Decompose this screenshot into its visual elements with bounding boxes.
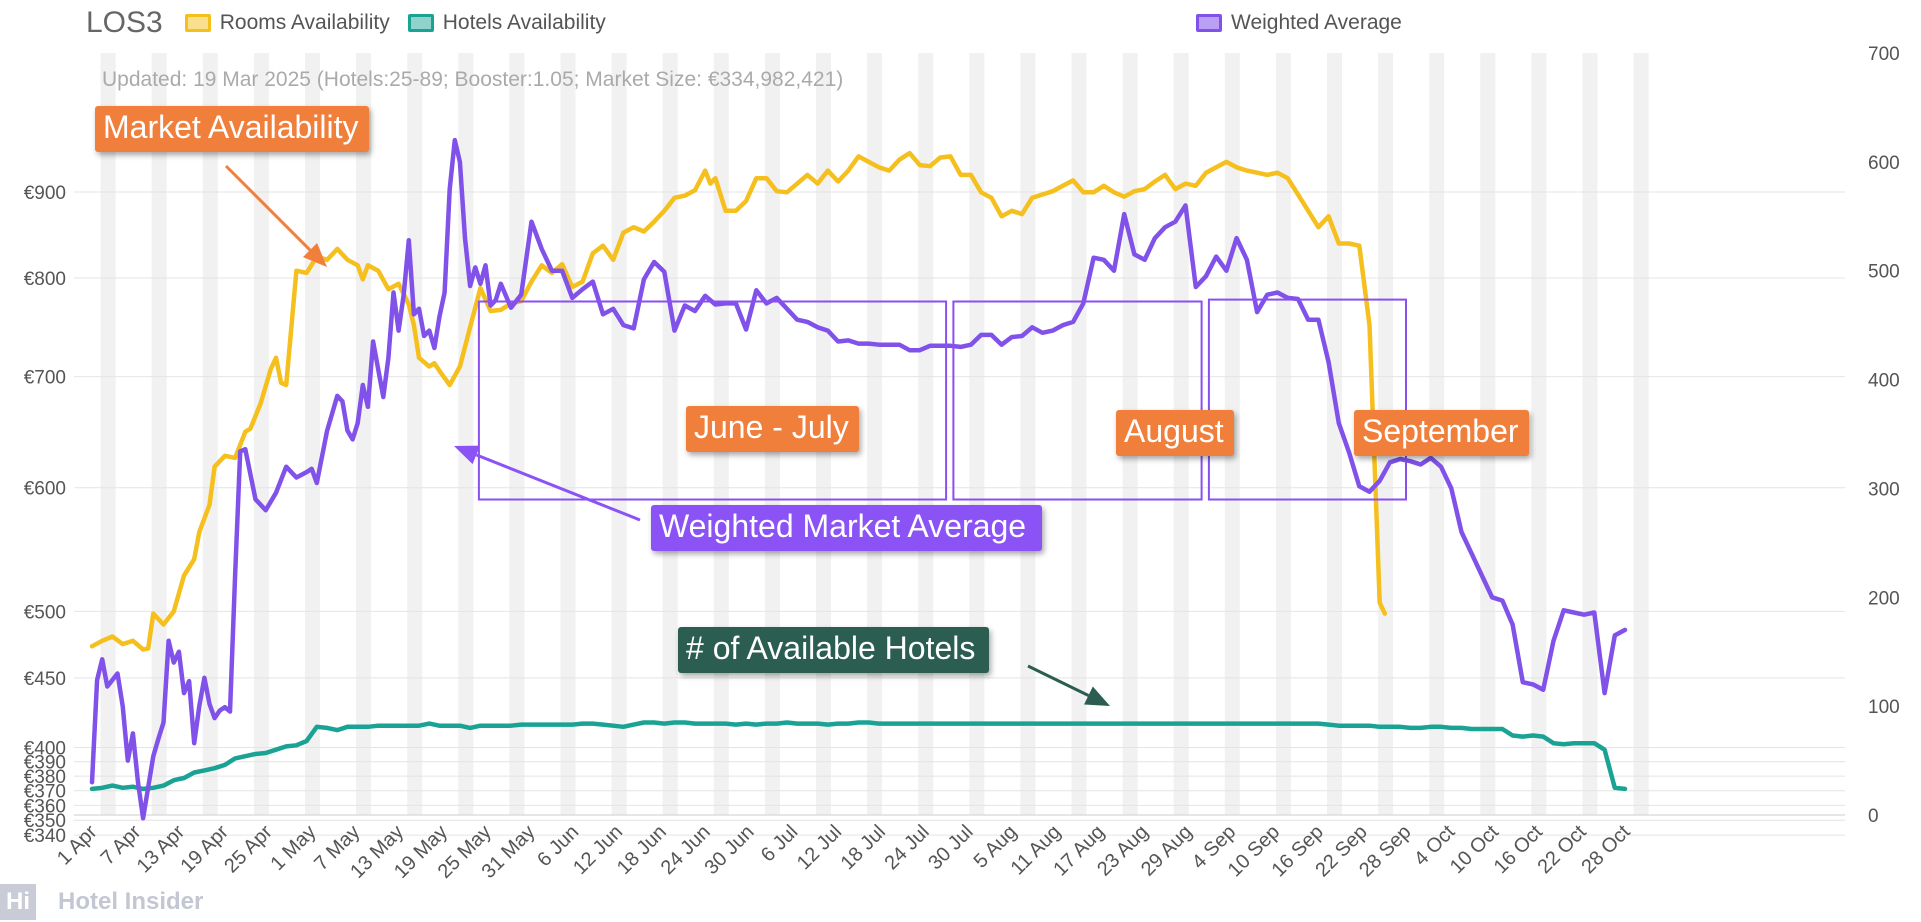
left-tick-label: €400	[24, 738, 66, 759]
week-band	[1582, 53, 1598, 815]
week-band	[1633, 53, 1649, 815]
week-band	[1071, 53, 1087, 815]
week-band	[509, 53, 525, 815]
series-line-rooms-availability	[89, 150, 1388, 652]
x-tick-label: 1 May	[266, 821, 320, 875]
week-band	[662, 53, 678, 815]
week-band	[1275, 53, 1291, 815]
legend-swatch-hotels	[407, 14, 434, 32]
chart-title: LOS3	[86, 6, 163, 39]
week-band	[611, 53, 627, 815]
legend-label-rooms: Rooms Availability	[219, 11, 390, 34]
left-tick-label: €700	[24, 368, 66, 389]
right-tick-label: 400	[1868, 371, 1900, 392]
week-band	[458, 53, 474, 815]
x-tick-label: 16 Oct	[1490, 821, 1548, 879]
right-tick-label: 600	[1868, 153, 1900, 174]
right-axis-ticks: 0 100 200 300 400 500 600 700	[1868, 44, 1900, 827]
right-tick-label: 0	[1868, 806, 1879, 827]
x-tick-label: 22 Oct	[1534, 821, 1592, 879]
watermark: Hi Hotel Insider	[0, 884, 203, 920]
x-tick-label: 30 Jul	[924, 821, 977, 874]
callout-market-availability: Market Availability	[95, 106, 369, 152]
left-tick-label: €340	[24, 826, 66, 847]
highlight-box	[1207, 298, 1408, 501]
left-axis-ticks: €340€350€360€370€380€390€400 €450 €500 €600…	[24, 183, 66, 847]
available-hotels-arrow-head	[1084, 686, 1110, 706]
legend-item-hotels[interactable]: Hotels Availability	[407, 11, 606, 35]
left-tick-label: €390	[24, 753, 66, 774]
x-tick-label: 28 Oct	[1577, 821, 1635, 879]
highlight-boxes	[477, 298, 1408, 501]
chart-legend-right: Weighted Average	[1196, 10, 1420, 36]
market-availability-arrow-head	[302, 242, 327, 267]
legend-label-hotels: Hotels Availability	[442, 11, 606, 34]
callout-arrows	[224, 164, 1110, 706]
left-tick-label: €350	[24, 811, 66, 832]
available-hotels-arrow-shaft	[1027, 664, 1090, 697]
x-tick-label: 12 Jul	[793, 821, 846, 874]
left-tick-label: €600	[24, 479, 66, 500]
callout-available-hotels: # of Available Hotels	[678, 627, 990, 673]
legend-item-rooms[interactable]: Rooms Availability	[184, 11, 390, 35]
callout-september: September	[1354, 410, 1529, 456]
watermark-logo: Hi	[0, 884, 36, 920]
right-tick-label: 700	[1868, 44, 1900, 65]
x-tick-label: 18 Jul	[837, 821, 890, 874]
left-tick-label: €370	[24, 782, 66, 803]
watermark-name: Hotel Insider	[58, 888, 204, 915]
callout-weighted-market-average: Weighted Market Average	[651, 505, 1043, 551]
left-tick-label: €900	[24, 183, 66, 204]
legend-label-weighted: Weighted Average	[1231, 11, 1402, 34]
x-tick-label: 13 Apr	[133, 821, 190, 878]
week-band	[407, 53, 423, 815]
left-tick-label: €380	[24, 767, 66, 788]
left-tick-label: €500	[24, 602, 66, 623]
market-availability-arrow-shaft	[224, 164, 312, 252]
legend-item-weighted[interactable]: Weighted Average	[1196, 11, 1402, 35]
weekend-bands	[100, 53, 1649, 815]
week-band	[202, 53, 218, 815]
week-band	[1531, 53, 1547, 815]
highlight-box	[477, 300, 948, 501]
weighted-average-arrow-shaft	[475, 453, 641, 522]
series-line-weighted-average	[89, 137, 1628, 821]
week-band	[253, 53, 269, 815]
week-band	[1020, 53, 1036, 815]
chart-subtitle: Updated: 19 Mar 2025 (Hotels:25-89; Boos…	[102, 68, 844, 91]
left-tick-label: €360	[24, 796, 66, 817]
week-band	[918, 53, 934, 815]
callout-august: August	[1116, 410, 1234, 456]
legend-swatch-weighted	[1196, 14, 1222, 32]
right-tick-label: 300	[1868, 479, 1900, 500]
week-band	[560, 53, 576, 815]
x-tick-label: 24 Jul	[880, 821, 933, 874]
weighted-average-arrow-head	[454, 445, 480, 465]
right-tick-label: 200	[1868, 588, 1900, 609]
highlight-box	[952, 300, 1203, 501]
callout-june-july: June - July	[686, 406, 859, 452]
series-lines	[89, 137, 1628, 821]
gridlines	[74, 191, 1845, 836]
x-tick-label: 30 Jun	[701, 821, 759, 879]
x-tick-label: 19 Apr	[176, 821, 233, 878]
series-line-hotels-availability	[89, 720, 1628, 792]
week-band	[867, 53, 883, 815]
week-band	[356, 53, 372, 815]
x-tick-label: 25 Apr	[220, 821, 277, 878]
x-tick-label: 10 Oct	[1446, 821, 1504, 879]
chart-legend: LOS3 Rooms Availability Hotels Availabil…	[86, 6, 624, 39]
left-tick-label: €800	[24, 269, 66, 290]
week-band	[305, 53, 320, 815]
legend-swatch-rooms	[184, 14, 211, 32]
right-tick-label: 500	[1868, 262, 1900, 283]
week-band	[1327, 53, 1342, 815]
week-band	[100, 53, 116, 815]
left-tick-label: €450	[24, 669, 66, 690]
right-tick-label: 100	[1868, 697, 1900, 718]
week-band	[969, 53, 985, 815]
